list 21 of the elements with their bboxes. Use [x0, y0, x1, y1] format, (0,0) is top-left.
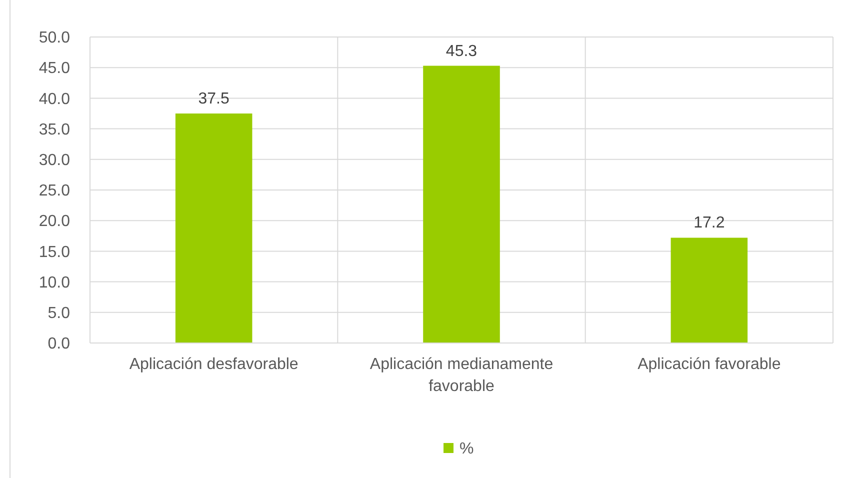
legend-label: % [460, 440, 474, 458]
data-label: 17.2 [694, 214, 725, 232]
y-tick-label: 40.0 [38, 90, 70, 108]
y-tick-label: 10.0 [38, 274, 70, 292]
x-tick-label: Aplicación medianamente favorable [370, 356, 554, 395]
x-tick-label: Aplicación favorable [638, 356, 781, 373]
y-tick-label: 0.0 [48, 336, 70, 353]
y-tick-label: 45.0 [38, 60, 70, 78]
y-tick-label: 25.0 [38, 182, 70, 200]
y-tick-label: 35.0 [38, 121, 70, 138]
y-tick-label: 30.0 [38, 152, 70, 169]
y-tick-label: 50.0 [38, 30, 70, 47]
data-label: 37.5 [198, 90, 230, 108]
bar [175, 114, 252, 343]
x-tick-label: Aplicación desfavorable [129, 356, 298, 373]
data-label: 45.3 [446, 42, 478, 60]
y-tick-label: 20.0 [38, 213, 70, 230]
y-tick-label: 15.0 [38, 244, 70, 261]
bar [423, 66, 500, 343]
y-tick-label: 5.0 [48, 305, 70, 322]
bar [670, 238, 748, 343]
